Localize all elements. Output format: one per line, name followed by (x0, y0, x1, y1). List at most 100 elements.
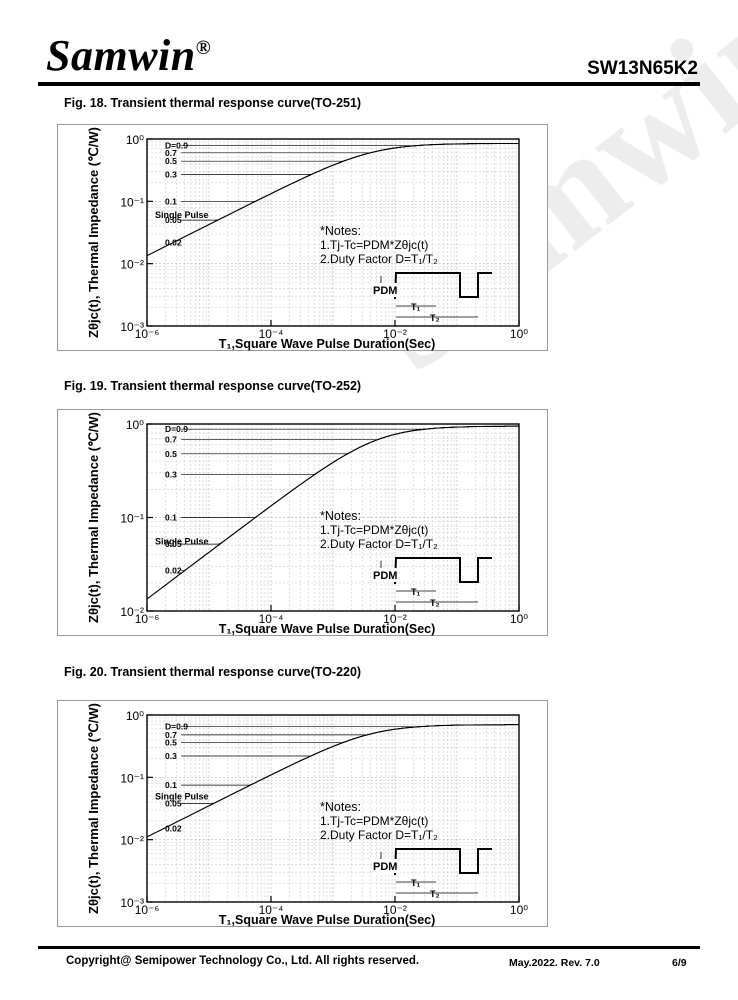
fig20-notes-heading: *Notes: (320, 800, 361, 814)
fig19-x-tick-label: 10⁻² (383, 612, 407, 626)
fig18-series-label: 0.5 (165, 156, 177, 166)
fig19-series-label: 0.5 (165, 449, 177, 459)
fig20-notes-line-2: 2.Duty Factor D=T₁/T₂ (320, 828, 438, 842)
fig19-notes-heading: *Notes: (320, 509, 361, 523)
fig18-series-line (181, 143, 519, 202)
fig20-y-tick-label: 10⁻¹ (120, 771, 144, 785)
fig18-series-label: 0.1 (165, 196, 177, 206)
fig19-y-axis-title: Zθjc(t), Thermal Impedance (℃/W) (86, 412, 101, 623)
fig19-plot: 10⁻⁶ 10⁻⁴ 10⁻² 10⁰ 10⁻² 10⁻¹ 10⁰ T₁,Square Wave… (86, 412, 528, 636)
fig20-y-tick-label: 10⁰ (126, 709, 144, 723)
fig20-y-tick-label: 10⁻³ (120, 896, 144, 910)
fig19-pulse-waveform (394, 557, 492, 585)
fig19-t1-label: T₁ (411, 587, 420, 597)
fig18-x-tick-label: 10⁻⁴ (259, 327, 284, 341)
fig18-series-line (181, 143, 519, 221)
fig19-notes-line-1: 1.Tj-Tc=PDM*Zθjc(t) (320, 523, 428, 537)
fig18-chart: 10⁻⁶ 10⁻⁴ 10⁻² 10⁰ 10⁻³ 10⁻² 10⁻¹ 10⁰ T₁,Square … (57, 124, 548, 351)
fig18-x-tick-label: 10⁻⁶ (135, 327, 160, 341)
fig19-pdm-box (372, 568, 400, 582)
fig19-series-label: 0.1 (165, 513, 177, 523)
fig19-series-line (181, 425, 519, 475)
fig18-x-tick-label: 10⁻² (383, 327, 407, 341)
fig18-x-axis-title: T₁,Square Wave Pulse Duration(Sec) (219, 337, 436, 351)
fig20-x-tick-label: 10⁻⁶ (135, 903, 160, 917)
fig20-y-tick-label: 10⁻² (120, 834, 144, 848)
fig20-title: Fig. 20. Transient thermal response curv… (64, 665, 362, 679)
fig20-plot: 10⁻⁶ 10⁻⁴ 10⁻² 10⁰ 10⁻³ 10⁻² 10⁻¹ 10⁰ T₁,Square … (86, 703, 528, 927)
fig20-t2-label: T₂ (430, 889, 440, 899)
fig18-y-axis-title: Zθjc(t), Thermal Impedance (℃/W) (86, 127, 101, 338)
fig20-series-label: 0.02 (165, 824, 182, 834)
fig19-series-label: 0.7 (165, 435, 177, 445)
fig20-x-axis-title: T₁,Square Wave Pulse Duration(Sec) (219, 913, 436, 927)
fig19-y-tick-label: 10⁰ (126, 418, 144, 432)
fig18-notes-line-2: 2.Duty Factor D=T₁/T₂ (320, 252, 438, 266)
fig20-pdm-label: PDM (373, 861, 397, 873)
fig18-t1-label: T₁ (411, 302, 420, 312)
fig19-series-label: Single Pulse (155, 537, 209, 547)
fig20-series-label: 0.1 (165, 780, 177, 790)
fig20-series-label: 0.5 (165, 738, 177, 748)
fig20-series-label: D=0.9 (165, 722, 188, 732)
fig19-x-axis-title: T₁,Square Wave Pulse Duration(Sec) (219, 622, 436, 636)
fig19-series-line (146, 425, 519, 600)
page-number: 6/9 (672, 957, 687, 969)
fig20-y-axis-title: Zθjc(t), Thermal Impedance (℃/W) (86, 703, 101, 914)
fig19-x-tick-label: 10⁻⁶ (135, 612, 160, 626)
fig19-x-tick-label: 10⁻⁴ (259, 612, 284, 626)
fig20-chart: 10⁻⁶ 10⁻⁴ 10⁻² 10⁰ 10⁻³ 10⁻² 10⁻¹ 10⁰ T₁,Square … (57, 700, 548, 927)
fig18-series-label: Single Pulse (155, 210, 209, 220)
fig20-series-label: 0.7 (165, 730, 177, 740)
fig18-pulse-waveform (394, 272, 492, 300)
fig19-y-tick-label: 10⁻¹ (120, 512, 144, 526)
fig18-pdm-box (372, 283, 400, 297)
fig18-series-label: 0.3 (165, 169, 177, 179)
fig18-t2-label: T₂ (430, 313, 440, 323)
fig18-notes-line-1: 1.Tj-Tc=PDM*Zθjc(t) (320, 238, 428, 252)
fig19-x-tick-label: 10⁰ (510, 612, 528, 626)
fig19-series-label: 0.3 (165, 469, 177, 479)
fig18-series-label: D=0.9 (165, 141, 188, 151)
footer-rule (38, 946, 700, 949)
registered-mark: ® (195, 37, 212, 59)
fig18-notes-heading: *Notes: (320, 224, 361, 238)
fig18-grid (146, 139, 519, 327)
fig20-pdm-box (372, 859, 400, 873)
fig19-pdm-label: PDM (373, 570, 397, 582)
fig18-y-tick-label: 10⁻³ (120, 320, 144, 334)
fig18-pdm-label: PDM (373, 285, 397, 297)
fig20-x-tick-label: 10⁻² (383, 903, 407, 917)
revision: May.2022. Rev. 7.0 (509, 957, 600, 969)
fig18-y-tick-label: 10⁻¹ (120, 195, 144, 209)
fig20-series-line (181, 724, 519, 804)
fig18-title: Fig. 18. Transient thermal response curv… (64, 96, 362, 110)
fig20-x-tick-label: 10⁰ (510, 903, 528, 917)
logo-text: Samwin (46, 31, 196, 80)
fig20-pulse-waveform (394, 848, 492, 876)
fig19-series-label: 0.05 (165, 539, 182, 549)
fig18-series-label: 0.05 (165, 215, 182, 225)
fig19-y-tick-label: 10⁻² (120, 605, 144, 619)
fig18-plot-frame (146, 138, 520, 327)
fig20-series-label: 0.05 (165, 799, 182, 809)
fig18-x-tick-label: 10⁰ (510, 327, 528, 341)
fig20-x-tick-label: 10⁻⁴ (259, 903, 284, 917)
fig20-series-label: 0.3 (165, 751, 177, 761)
fig18-y-tick-label: 10⁰ (126, 133, 144, 147)
fig19-title: Fig. 19. Transient thermal response curv… (64, 379, 362, 393)
fig19-series-label: 0.02 (165, 566, 182, 576)
fig20-series-label: Single Pulse (155, 791, 209, 801)
fig20-notes-line-1: 1.Tj-Tc=PDM*Zθjc(t) (320, 814, 428, 828)
company-logo: Samwin® (46, 34, 211, 78)
fig19-t2-label: T₂ (430, 598, 440, 608)
header-rule (38, 82, 700, 86)
fig19-chart: 10⁻⁶ 10⁻⁴ 10⁻² 10⁰ 10⁻² 10⁻¹ 10⁰ T₁,Square Wave… (57, 409, 548, 636)
fig20-series-line (146, 724, 519, 838)
fig19-notes-line-2: 2.Duty Factor D=T₁/T₂ (320, 537, 438, 551)
copyright: Copyright@ Semipower Technology Co., Ltd… (66, 955, 420, 967)
fig18-plot: 10⁻⁶ 10⁻⁴ 10⁻² 10⁰ 10⁻³ 10⁻² 10⁻¹ 10⁰ T₁,Square … (86, 127, 528, 351)
part-number: SW13N65K2 (587, 58, 698, 79)
fig18-series-label: 0.7 (165, 148, 177, 158)
fig18-series-line (146, 142, 519, 257)
